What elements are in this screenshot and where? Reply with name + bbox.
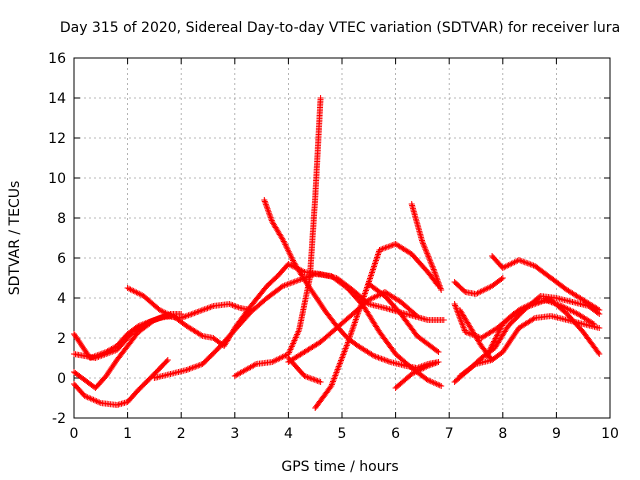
y-tick-label: 8 <box>57 211 66 227</box>
series-arc-l <box>365 281 442 355</box>
series-markers-arc-j <box>312 241 442 411</box>
series-markers-arc-d <box>71 313 174 361</box>
series-markers-arc-n <box>392 359 442 391</box>
x-axis-label: GPS time / hours <box>281 459 398 475</box>
y-tick-label: -2 <box>52 411 66 427</box>
series-markers-arc-l <box>365 281 442 355</box>
series-markers-arc-u <box>456 307 496 363</box>
y-tick-label: 16 <box>48 51 66 67</box>
series-markers-arc-s <box>483 297 603 359</box>
x-tick-label: 6 <box>391 426 400 442</box>
chart-title: Day 315 of 2020, Sidereal Day-to-day VTE… <box>60 20 620 36</box>
series-arc-b <box>71 357 171 408</box>
x-tick-label: 9 <box>552 426 561 442</box>
series-arc-r <box>489 253 603 313</box>
y-tick-label: 14 <box>48 91 66 107</box>
y-tick-label: 6 <box>57 251 66 267</box>
series-markers-arc-g <box>231 95 324 379</box>
series-markers-arc-b <box>71 357 171 408</box>
series-arc-g <box>231 95 324 379</box>
series-arc-k <box>285 355 324 385</box>
series-arc-e <box>124 261 447 349</box>
x-tick-label: 8 <box>498 426 507 442</box>
x-tick-label: 4 <box>284 426 293 442</box>
series-markers-arc-r <box>489 253 603 313</box>
y-tick-label: 4 <box>57 291 66 307</box>
y-axis-label: SDTVAR / TECUs <box>7 181 23 296</box>
y-tick-label: 12 <box>48 131 66 147</box>
series-arc-d <box>71 313 174 361</box>
x-tick-label: 2 <box>177 426 186 442</box>
series-arc-m <box>408 201 445 293</box>
series-arc-n <box>392 359 442 391</box>
x-tick-label: 10 <box>601 426 619 442</box>
data-points <box>71 95 603 411</box>
x-tick-label: 7 <box>445 426 454 442</box>
y-tick-label: 2 <box>57 331 66 347</box>
x-tick-label: 0 <box>70 426 79 442</box>
series-markers-arc-m <box>408 201 445 293</box>
series-markers-arc-t <box>451 275 506 297</box>
x-tick-label: 1 <box>123 426 132 442</box>
series-arc-u <box>456 307 496 363</box>
series-markers-arc-e <box>124 261 447 349</box>
y-tick-label: 10 <box>48 171 66 187</box>
series-arc-s <box>483 297 603 359</box>
series-arc-t <box>451 275 506 297</box>
series-markers-arc-k <box>285 355 324 385</box>
y-tick-label: 0 <box>57 371 66 387</box>
x-tick-label: 5 <box>338 426 347 442</box>
x-tick-label: 3 <box>230 426 239 442</box>
series-arc-j <box>312 241 442 411</box>
